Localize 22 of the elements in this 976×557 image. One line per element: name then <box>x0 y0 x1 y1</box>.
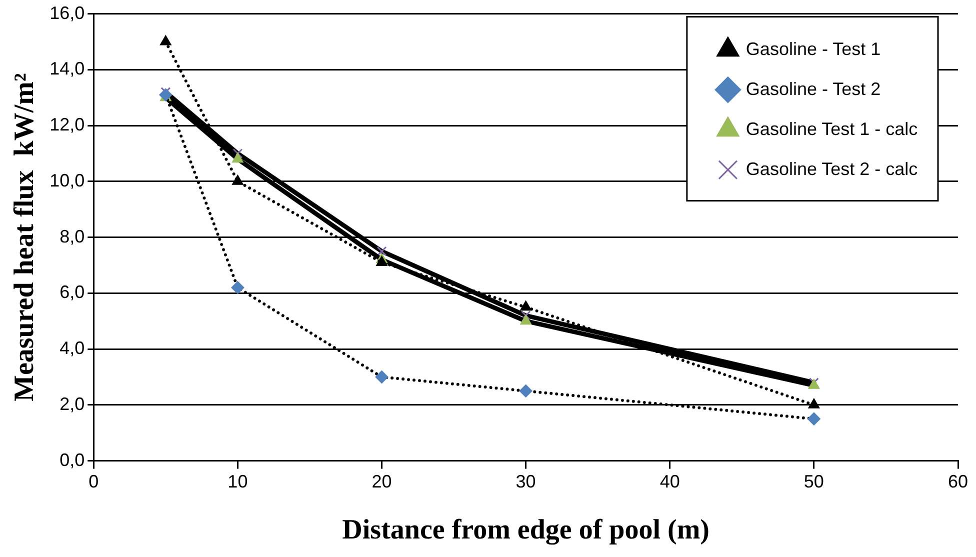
y-tick-label: 2,0 <box>60 394 85 414</box>
x-tick-label: 20 <box>372 472 392 492</box>
y-tick-label: 0,0 <box>60 450 85 470</box>
y-tick-label: 8,0 <box>60 226 85 246</box>
x-tick-label: 40 <box>660 472 680 492</box>
legend-label: Gasoline Test 1 - calc <box>746 118 918 139</box>
legend-label: Gasoline - Test 2 <box>746 78 881 99</box>
y-tick-label: 16,0 <box>50 2 85 23</box>
x-tick-label: 60 <box>948 472 968 492</box>
x-tick-label: 50 <box>804 472 824 492</box>
y-tick-label: 6,0 <box>60 282 85 302</box>
y-tick-label: 12,0 <box>50 114 85 135</box>
legend-label: Gasoline - Test 1 <box>746 38 881 59</box>
y-axis-title: Measured heat flux kW/m² <box>9 73 40 402</box>
x-tick-label: 0 <box>88 472 99 492</box>
x-tick-label: 30 <box>516 472 536 492</box>
y-tick-label: 4,0 <box>60 338 85 358</box>
y-tick-label: 14,0 <box>50 58 85 79</box>
x-axis-title: Distance from edge of pool (m) <box>342 514 710 546</box>
x-tick-label: 10 <box>228 472 248 492</box>
legend-label: Gasoline Test 2 - calc <box>746 158 918 179</box>
y-tick-label: 10,0 <box>50 170 85 190</box>
